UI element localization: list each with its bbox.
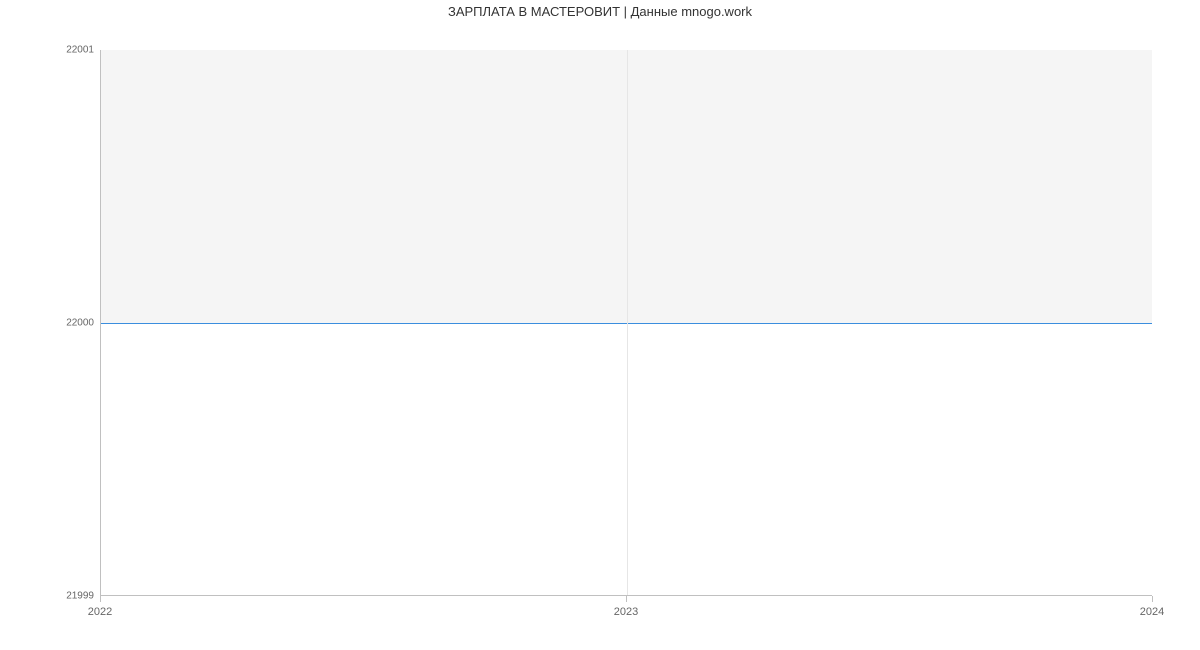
salary-chart: ЗАРПЛАТА В МАСТЕРОВИТ | Данные mnogo.wor… [0,0,1200,650]
x-tick-mark [626,596,627,602]
y-tick-label: 21999 [66,591,94,602]
x-tick-label: 2024 [1140,606,1164,618]
x-tick-mark [100,596,101,602]
y-tick-label: 22001 [66,45,94,56]
x-tick-label: 2022 [88,606,112,618]
x-tick-label: 2023 [614,606,638,618]
x-tick-mark [1152,596,1153,602]
x-gridline [627,50,628,595]
plot-area [100,50,1152,596]
chart-title: ЗАРПЛАТА В МАСТЕРОВИТ | Данные mnogo.wor… [0,4,1200,19]
y-tick-label: 22000 [66,318,94,329]
